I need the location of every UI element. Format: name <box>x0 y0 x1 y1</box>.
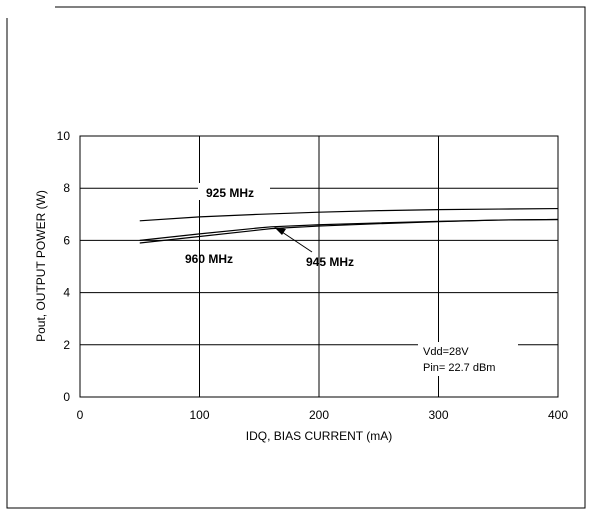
y-axis-label: Pout, OUTPUT POWER (W) <box>34 190 48 342</box>
y-tick-label: 10 <box>57 129 71 143</box>
note-pin: Pin= 22.7 dBm <box>423 362 495 374</box>
series-line-960-mhz <box>139 218 559 244</box>
series-label-945: 945 MHz <box>306 255 354 269</box>
note-vdd: Vdd=28V <box>423 346 469 358</box>
series-line-925-mhz <box>139 207 559 222</box>
x-tick-label: 200 <box>309 408 329 422</box>
y-tick-label: 4 <box>63 286 70 300</box>
y-tick-label: 2 <box>63 338 70 352</box>
series-label-925-text: 925 MHz <box>206 186 254 200</box>
x-tick-label: 0 <box>77 408 84 422</box>
x-tick-label: 100 <box>189 408 209 422</box>
conditions-note: Vdd=28V Pin= 22.7 dBm <box>418 342 518 376</box>
x-tick-label: 400 <box>548 408 568 422</box>
plot-area: 0 100 200 300 400 0 2 4 6 8 10 <box>57 129 569 422</box>
panel-border <box>6 6 586 509</box>
y-tick-label: 6 <box>63 233 70 247</box>
x-tick-label: 300 <box>428 408 448 422</box>
y-tick-label: 8 <box>63 181 70 195</box>
series-label-960: 960 MHz <box>185 252 233 266</box>
x-axis-label: IDQ, BIAS CURRENT (mA) <box>246 429 392 443</box>
series-945-arrowhead <box>274 227 286 235</box>
series-label-925: 925 MHz <box>198 183 270 200</box>
series-line-945-mhz <box>139 218 559 241</box>
y-tick-label: 0 <box>63 390 70 404</box>
